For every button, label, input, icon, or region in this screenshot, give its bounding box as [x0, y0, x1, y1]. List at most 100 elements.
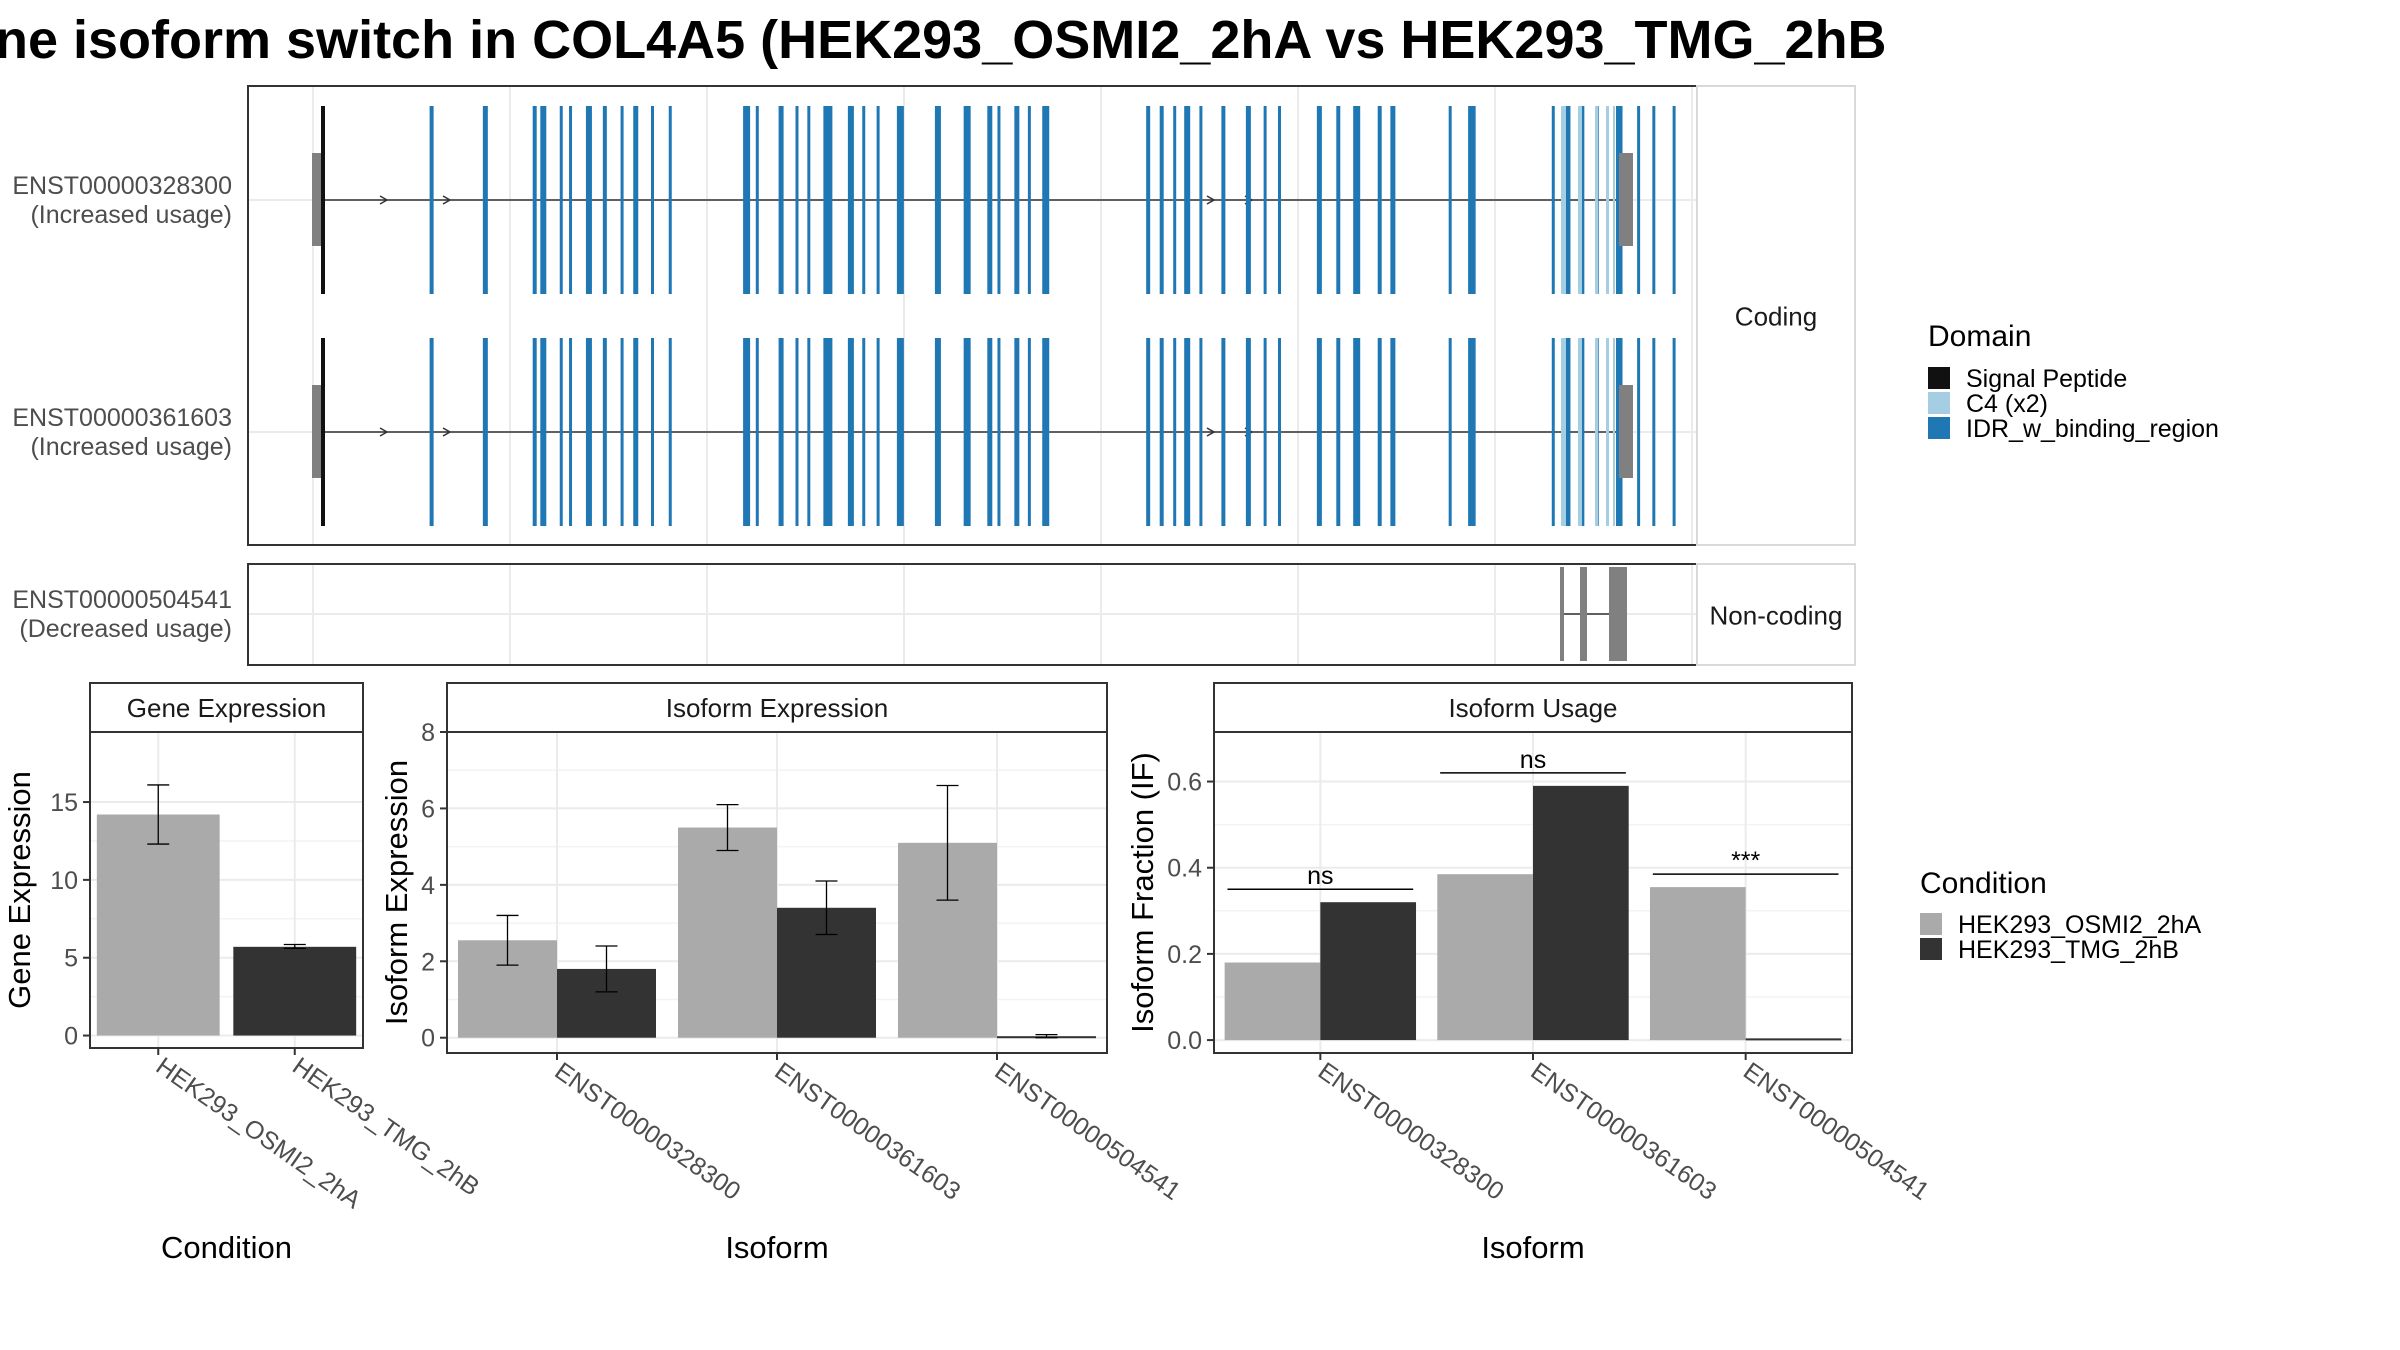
idr-exon: [1014, 338, 1020, 526]
idr-exon: [482, 338, 488, 526]
domain-legend-label: C4 (x2): [1966, 390, 2048, 418]
idr-exon: [1564, 338, 1571, 526]
idr-exon: [807, 338, 811, 526]
idr-exon: [963, 106, 971, 294]
idr-exon: [602, 106, 607, 294]
chart-title: Isoform Expression: [666, 693, 889, 723]
idr-exon: [569, 338, 573, 526]
y-axis-title: Isoform Expression: [379, 760, 414, 1025]
strand-arrow: [379, 427, 389, 437]
significance-label: ns: [1307, 862, 1333, 890]
idr-exon: [987, 106, 993, 294]
idr-exon: [1468, 338, 1473, 526]
transcript-plot-area: [248, 86, 1697, 545]
idr-exon: [585, 106, 592, 294]
idr-exon: [1470, 338, 1476, 526]
idr-exon: [1184, 338, 1191, 526]
bar: [1649, 887, 1746, 1041]
idr-exon: [559, 106, 563, 294]
idr-exon: [620, 338, 624, 526]
utr-exon: [1619, 385, 1633, 478]
idr-exon: [620, 106, 624, 294]
idr-exon: [934, 106, 941, 294]
c4-exon: [1613, 338, 1615, 526]
strand-arrow: [442, 427, 452, 437]
significance-label: ns: [1520, 746, 1546, 774]
idr-exon: [633, 338, 639, 526]
strand-arrow: [1206, 427, 1216, 437]
transcript-usage-label: (Decreased usage): [19, 615, 232, 643]
idr-exon: [1551, 338, 1555, 526]
y-tick-label: 2: [421, 948, 435, 976]
signal-peptide-exon: [321, 338, 325, 526]
y-tick-label: 8: [421, 719, 435, 747]
condition-legend-title: Condition: [1920, 867, 2047, 900]
bar: [233, 946, 357, 1036]
x-axis-title: Isoform: [1481, 1230, 1584, 1265]
chart-border: [89, 731, 364, 1049]
y-tick-label: 15: [50, 789, 78, 817]
idr-exon: [1173, 106, 1177, 294]
significance-label: ***: [1731, 847, 1760, 875]
idr-exon: [807, 106, 811, 294]
idr-exon: [1672, 106, 1676, 294]
x-tick-label: ENST00000504541: [1738, 1057, 1934, 1206]
idr-exon: [585, 338, 592, 526]
y-axis-title: Isoform Fraction (IF): [1125, 752, 1160, 1033]
utr-exon: [312, 153, 322, 246]
idr-exon: [997, 338, 1001, 526]
idr-exon: [876, 106, 880, 294]
c4-exon: [1606, 338, 1609, 526]
idr-exon: [651, 338, 654, 526]
idr-exon: [1637, 106, 1641, 294]
bar: [1745, 1038, 1842, 1041]
idr-exon: [1637, 338, 1641, 526]
idr-exon: [532, 106, 537, 294]
idr-exon: [1564, 106, 1571, 294]
idr-exon: [1277, 338, 1281, 526]
domain-legend-key: [1928, 392, 1950, 414]
c4-exon: [1561, 338, 1566, 526]
idr-exon: [1377, 106, 1382, 294]
idr-exon: [795, 338, 799, 526]
idr-exon: [743, 338, 751, 526]
idr-exon: [1448, 106, 1452, 294]
chart-2: Isoform Usage ns ns *** 0.0 0.2 0.4 0.6 ENST0000…: [1125, 682, 1934, 1265]
domain-legend-title: Domain: [1928, 320, 2031, 353]
idr-exon: [987, 338, 993, 526]
strand-arrow: [442, 195, 452, 205]
domain-legend-key: [1928, 367, 1950, 389]
y-tick-label: 0.6: [1167, 769, 1202, 797]
idr-exon: [602, 338, 607, 526]
c4-exon: [1613, 106, 1615, 294]
idr-exon: [668, 338, 672, 526]
y-tick-label: 10: [50, 867, 78, 895]
noncoding-exon: [1560, 567, 1564, 661]
strand-arrow: [379, 195, 389, 205]
condition-legend-key: [1920, 913, 1942, 935]
idr-exon: [1390, 338, 1396, 526]
idr-exon: [1377, 338, 1382, 526]
idr-exon: [429, 338, 434, 526]
idr-exon: [1014, 106, 1020, 294]
idr-exon: [1316, 106, 1322, 294]
idr-exon: [1581, 106, 1585, 294]
idr-exon: [755, 106, 759, 294]
condition-legend-key: [1920, 938, 1942, 960]
idr-exon: [633, 106, 639, 294]
idr-exon: [963, 338, 971, 526]
idr-exon: [1468, 106, 1473, 294]
condition-legend-label: HEK293_OSMI2_2hA: [1958, 911, 2202, 939]
chart-title: Gene Expression: [127, 693, 326, 723]
signal-peptide-exon: [321, 106, 325, 294]
idr-exon: [651, 106, 654, 294]
y-tick-label: 5: [64, 945, 78, 973]
idr-exon: [1027, 338, 1031, 526]
transcript-id-label: ENST00000504541: [12, 586, 232, 614]
x-tick-label: ENST00000328300: [1313, 1057, 1509, 1206]
condition-legend-label: HEK293_TMG_2hB: [1958, 936, 2179, 964]
idr-exon: [847, 106, 854, 294]
noncoding-exon: [1580, 567, 1587, 661]
